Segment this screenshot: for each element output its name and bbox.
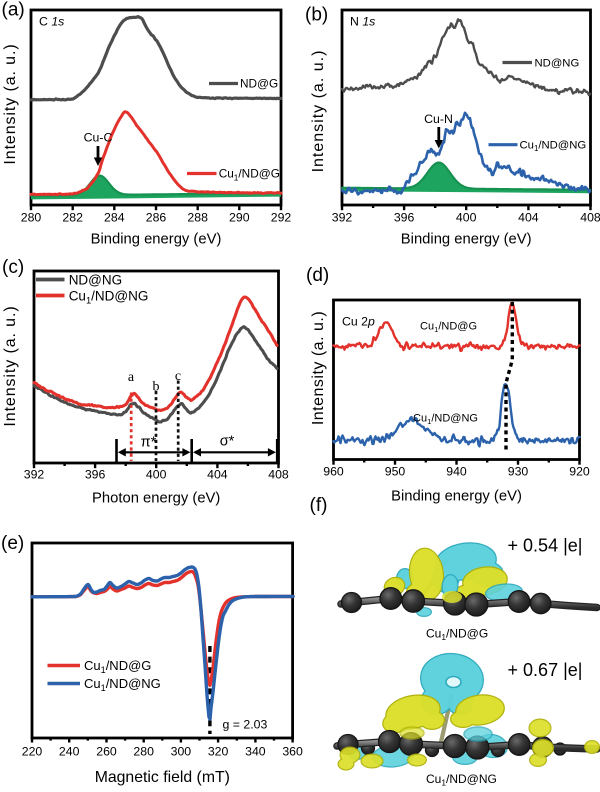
svg-text:Intensity (a. u.): Intensity (a. u.) [2,43,19,164]
svg-text:260: 260 [96,745,117,759]
svg-text:300: 300 [171,745,192,759]
svg-text:Binding energy (eV): Binding energy (eV) [401,232,532,248]
svg-text:(d): (d) [306,265,329,286]
svg-text:292: 292 [271,211,292,225]
svg-text:Magnetic field (mT): Magnetic field (mT) [95,769,230,786]
svg-text:(a): (a) [2,0,25,21]
svg-text:396: 396 [85,468,106,482]
svg-text:(b): (b) [305,5,328,26]
svg-text:282: 282 [62,211,83,225]
svg-text:Intensity (a. u.): Intensity (a. u.) [310,50,327,173]
svg-text:290: 290 [229,211,250,225]
svg-text:a: a [128,370,135,385]
svg-text:400: 400 [146,468,167,482]
svg-text:c: c [175,369,181,384]
svg-text:284: 284 [104,211,125,225]
svg-text:(e): (e) [1,533,24,554]
svg-text:π*: π* [141,435,157,451]
svg-text:Cu1/ND@G: Cu1/ND@G [219,167,280,183]
svg-text:σ*: σ* [220,434,235,450]
svg-text:Cu1/ND@G: Cu1/ND@G [420,321,477,334]
svg-text:288: 288 [187,211,208,225]
svg-text:404: 404 [207,468,228,482]
svg-text:960: 960 [323,465,344,479]
svg-text:408: 408 [580,211,600,225]
svg-text:950: 950 [385,465,406,479]
svg-text:Photon energy (eV): Photon energy (eV) [92,491,220,507]
svg-text:920: 920 [569,465,590,479]
svg-text:392: 392 [332,211,353,225]
svg-text:Intensity (a. u.): Intensity (a. u.) [2,305,19,426]
svg-text:280: 280 [133,745,154,759]
svg-text:400: 400 [456,211,477,225]
svg-text:930: 930 [508,465,529,479]
svg-text:286: 286 [146,211,167,225]
svg-text:Binding energy (eV): Binding energy (eV) [91,232,222,248]
svg-text:Cu1/ND@NG: Cu1/ND@NG [69,288,149,305]
svg-text:360: 360 [282,745,303,759]
svg-text:408: 408 [268,468,289,482]
svg-text:C 1s: C 1s [39,15,64,29]
svg-text:ND@NG: ND@NG [535,58,580,70]
svg-text:940: 940 [446,465,467,479]
svg-text:Cu-C: Cu-C [84,131,113,145]
svg-text:g = 2.03: g = 2.03 [223,718,268,732]
svg-text:(c): (c) [2,257,24,278]
svg-text:Cu 2p: Cu 2p [342,315,375,329]
svg-text:Cu1/ND@G: Cu1/ND@G [426,627,488,643]
svg-text:Cu1/ND@G: Cu1/ND@G [84,658,151,675]
svg-text:Cu1/ND@NG: Cu1/ND@NG [84,676,161,693]
svg-text:392: 392 [24,468,45,482]
svg-text:320: 320 [208,745,229,759]
svg-text:Cu1/ND@NG: Cu1/ND@NG [520,140,587,154]
svg-text:Cu1/ND@NG: Cu1/ND@NG [426,772,497,788]
svg-text:404: 404 [518,211,539,225]
svg-text:Binding energy (eV): Binding energy (eV) [391,489,522,505]
svg-text:ND@G: ND@G [240,77,278,91]
svg-text:N 1s: N 1s [350,15,375,29]
svg-text:Cu1/ND@NG: Cu1/ND@NG [413,413,478,426]
svg-text:+ 0.54 |e|: + 0.54 |e| [508,536,583,556]
svg-text:340: 340 [245,745,266,759]
svg-text:Cu-N: Cu-N [424,112,453,126]
svg-text:396: 396 [394,211,415,225]
svg-text:240: 240 [59,745,80,759]
svg-text:b: b [153,380,160,395]
svg-text:+ 0.67 |e|: + 0.67 |e| [508,660,583,680]
svg-text:280: 280 [21,211,42,225]
svg-text:(f): (f) [310,495,328,516]
svg-text:220: 220 [22,745,43,759]
svg-text:ND@NG: ND@NG [69,272,122,287]
svg-text:Intensity (a. u.): Intensity (a. u.) [310,311,327,425]
